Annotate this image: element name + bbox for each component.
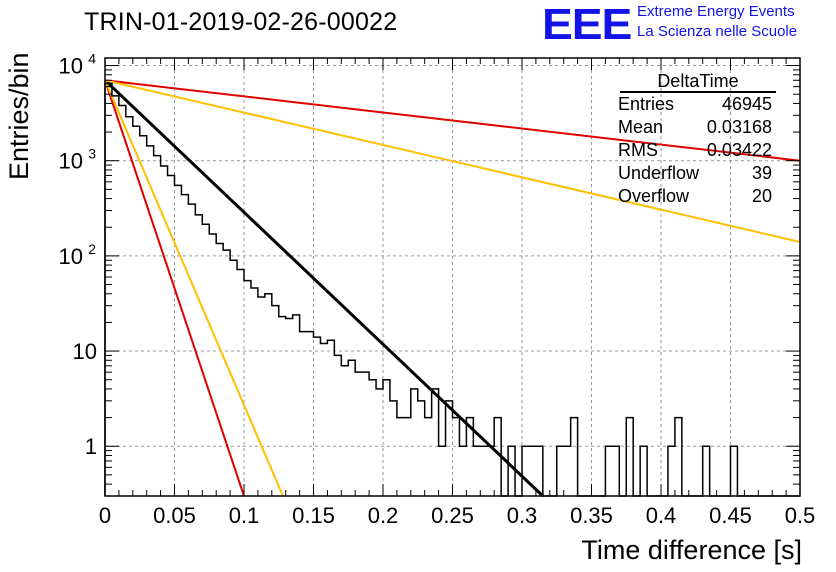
y-tick-label: 10 xyxy=(59,54,83,79)
fit-line xyxy=(104,79,801,243)
stats-value: 46945 xyxy=(721,94,772,114)
x-tick-label: 0.15 xyxy=(292,503,335,528)
stats-row: Overflow 20 xyxy=(612,185,776,208)
stats-value: 0.03422 xyxy=(706,140,772,160)
y-tick-label: 10 xyxy=(73,339,97,364)
y-tick-label: 1 xyxy=(85,434,97,459)
x-tick-label: 0.5 xyxy=(785,503,816,528)
stats-row: RMS 0.03422 xyxy=(612,139,776,162)
fit-line xyxy=(104,79,801,162)
x-tick-label: 0.3 xyxy=(507,503,538,528)
x-tick-label: 0.25 xyxy=(431,503,474,528)
stats-box: DeltaTime Entries 46945 Mean 0.03168 RMS 0.03… xyxy=(612,72,776,208)
x-tick-label: 0.4 xyxy=(646,503,677,528)
stats-row: Mean 0.03168 xyxy=(612,116,776,139)
y-tick-exponent: 4 xyxy=(88,51,96,67)
stats-label: Underflow xyxy=(618,163,700,183)
y-axis-label: Entries/bin xyxy=(4,52,34,180)
x-tick-label: 0.1 xyxy=(229,503,260,528)
x-tick-label: 0.05 xyxy=(153,503,196,528)
brand-line-2: La Scienza nelle Scuole xyxy=(637,23,798,40)
brand-line-1: Extreme Energy Events xyxy=(637,3,795,20)
stats-label: Overflow xyxy=(618,186,690,206)
axis-ticks: 0 0.05 0.1 0.15 0.2 0.25 0.3 0.35 0.4 0.45 0.5 1 10 1… xyxy=(59,51,816,528)
stats-row: Entries 46945 xyxy=(612,93,776,116)
eee-logo: EEE xyxy=(542,0,632,49)
chart-title: TRIN-01-2019-02-26-00022 xyxy=(84,8,398,36)
x-tick-label: 0 xyxy=(99,503,111,528)
stats-label: Entries xyxy=(618,94,675,114)
stats-value: 20 xyxy=(751,186,772,206)
stats-label: Mean xyxy=(618,117,664,137)
fit-line xyxy=(104,79,284,497)
x-axis-label: Time difference [s] xyxy=(581,535,802,565)
stats-row: Underflow 39 xyxy=(612,162,776,185)
y-tick-label: 10 xyxy=(59,244,83,269)
stats-title: DeltaTime xyxy=(620,72,776,93)
stats-label: RMS xyxy=(618,140,658,160)
x-tick-label: 0.45 xyxy=(709,503,752,528)
fit-line xyxy=(103,79,544,498)
fit-line xyxy=(104,79,245,497)
x-tick-label: 0.2 xyxy=(368,503,399,528)
y-tick-exponent: 3 xyxy=(88,146,96,162)
x-tick-label: 0.35 xyxy=(570,503,613,528)
y-tick-exponent: 2 xyxy=(88,241,96,257)
y-tick-label: 10 xyxy=(59,149,83,174)
stats-value: 39 xyxy=(751,163,772,183)
stats-value: 0.03168 xyxy=(706,117,772,137)
